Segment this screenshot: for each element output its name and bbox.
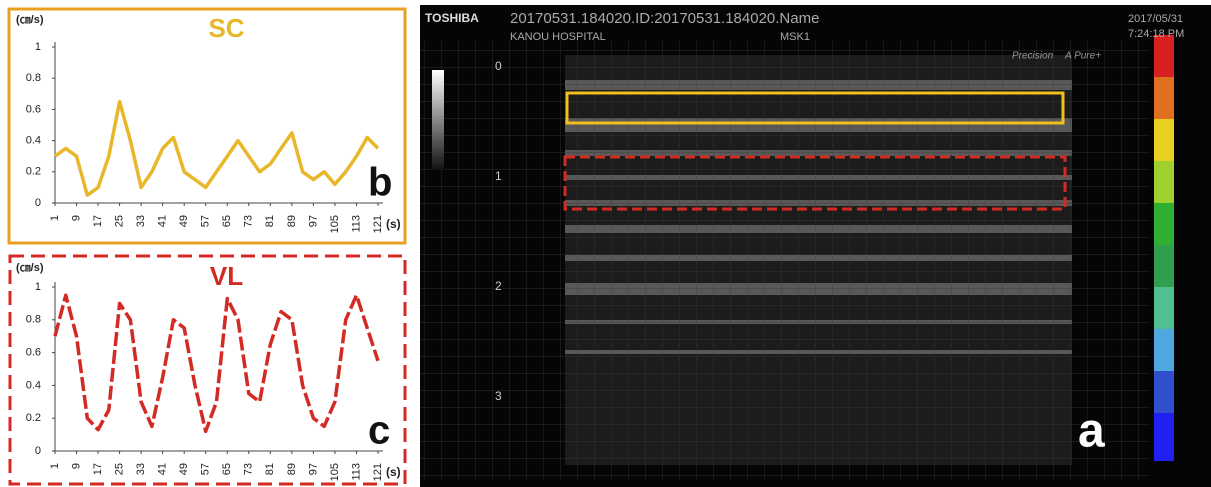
velocity-colorbar xyxy=(1154,35,1174,461)
x-tick-label: 33 xyxy=(135,215,147,227)
x-tick-label: 121 xyxy=(372,463,384,481)
y-unit: (㎝/s) xyxy=(16,14,44,26)
x-tick-label: 9 xyxy=(70,215,82,221)
x-tick-label: 105 xyxy=(329,215,341,233)
x-tick-label: 73 xyxy=(243,463,255,475)
x-tick-label: 57 xyxy=(200,463,212,475)
x-unit: (s) xyxy=(386,217,401,231)
x-tick-label: 41 xyxy=(157,215,169,227)
sc-frame xyxy=(9,9,405,243)
x-tick-label: 1 xyxy=(49,215,61,221)
y-tick-label: 1 xyxy=(35,41,41,53)
y-tick-label: 0.4 xyxy=(26,379,41,391)
y-tick-label: 0.4 xyxy=(26,135,41,147)
y-tick-label: 0.2 xyxy=(26,166,41,178)
panel-letter: b xyxy=(368,161,392,205)
x-tick-label: 17 xyxy=(92,463,104,475)
x-tick-label: 121 xyxy=(372,215,384,233)
y-tick-label: 0.8 xyxy=(26,72,41,84)
x-tick-label: 89 xyxy=(286,463,298,475)
depth-label: 3 xyxy=(495,389,502,403)
depth-label: 0 xyxy=(495,59,502,73)
data-line xyxy=(55,295,378,431)
x-tick-label: 41 xyxy=(157,463,169,475)
panel-letter: c xyxy=(368,409,390,453)
filter: A Pure+ xyxy=(1064,51,1101,62)
x-tick-label: 89 xyxy=(286,215,298,227)
x-tick-label: 65 xyxy=(221,215,233,227)
figure: TOSHIBA 20170531.184020.ID:20170531.1840… xyxy=(0,0,1211,487)
x-tick-label: 97 xyxy=(307,463,319,475)
x-tick-label: 33 xyxy=(135,463,147,475)
y-tick-label: 0.2 xyxy=(26,412,41,424)
y-tick-label: 0 xyxy=(35,445,41,457)
id-line: 20170531.184020.ID:20170531.184020.Name xyxy=(510,10,819,27)
x-tick-label: 57 xyxy=(200,215,212,227)
x-tick-label: 25 xyxy=(114,463,126,475)
y-tick-label: 1 xyxy=(35,281,41,293)
preset: MSK1 xyxy=(780,31,810,43)
x-tick-label: 9 xyxy=(70,463,82,469)
x-tick-label: 113 xyxy=(350,463,362,481)
x-tick-label: 17 xyxy=(92,215,104,227)
brand: TOSHIBA xyxy=(425,11,479,25)
x-tick-label: 97 xyxy=(307,215,319,227)
date: 2017/05/31 xyxy=(1128,13,1183,25)
depth-label: 2 xyxy=(495,279,502,293)
x-tick-label: 65 xyxy=(221,463,233,475)
y-tick-label: 0.8 xyxy=(26,314,41,326)
depth-label: 1 xyxy=(495,169,502,183)
x-tick-label: 25 xyxy=(114,215,126,227)
time: 7:24:18 PM xyxy=(1128,28,1184,40)
data-line xyxy=(55,102,378,196)
y-tick-label: 0.6 xyxy=(26,103,41,115)
ultrasound-image: TOSHIBA 20170531.184020.ID:20170531.1840… xyxy=(420,5,1211,487)
panel-letter: a xyxy=(1078,405,1105,458)
x-tick-label: 81 xyxy=(264,215,276,227)
x-tick-label: 49 xyxy=(178,463,190,475)
hospital: KANOU HOSPITAL xyxy=(510,31,606,43)
x-tick-label: 113 xyxy=(350,215,362,233)
chart-title: SC xyxy=(208,13,244,43)
x-tick-label: 81 xyxy=(264,463,276,475)
x-unit: (s) xyxy=(386,465,401,479)
x-tick-label: 49 xyxy=(178,215,190,227)
us-grid xyxy=(420,40,1150,480)
y-tick-label: 0.6 xyxy=(26,347,41,359)
gray-scale-bar xyxy=(432,70,444,170)
chart-title: VL xyxy=(210,261,243,291)
y-unit: (㎝/s) xyxy=(16,262,44,274)
x-tick-label: 73 xyxy=(243,215,255,227)
mode: Precision xyxy=(1012,51,1054,62)
vl-frame xyxy=(10,256,405,484)
x-tick-label: 105 xyxy=(329,463,341,481)
y-tick-label: 0 xyxy=(35,197,41,209)
x-tick-label: 1 xyxy=(49,463,61,469)
